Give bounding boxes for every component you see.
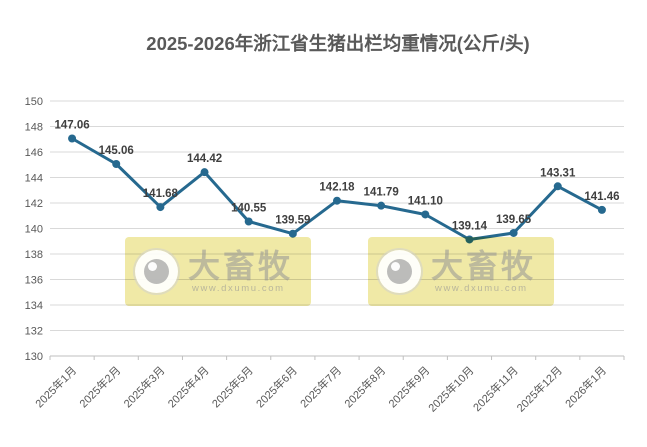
data-point-marker	[597, 205, 606, 214]
y-tick-label: 144	[25, 173, 43, 185]
data-point-marker	[288, 229, 297, 238]
y-tick-label: 148	[25, 122, 43, 134]
data-label: 141.10	[408, 195, 443, 207]
x-axis	[49, 355, 625, 360]
data-label: 139.14	[452, 220, 488, 232]
watermark-badge: 大畜牧 www.dxumu.com	[125, 237, 311, 306]
y-tick-label: 150	[25, 96, 43, 108]
data-label: 145.06	[99, 145, 134, 157]
data-label: 139.59	[275, 215, 310, 227]
data-point-marker	[333, 196, 341, 205]
y-tick-label: 138	[25, 249, 43, 261]
x-axis-labels: 2025年1月2025年2月2025年3月2025年4月2025年5月2025年…	[32, 363, 609, 414]
x-tick-label: 2025年4月	[165, 363, 212, 410]
y-tick-label: 140	[25, 224, 43, 236]
x-tick-label: 2025年9月	[385, 363, 432, 410]
data-label: 143.31	[540, 167, 576, 179]
data-label: 141.79	[364, 187, 399, 199]
data-point-marker	[421, 210, 430, 219]
data-label: 144.42	[187, 153, 222, 165]
data-point-marker	[200, 168, 209, 177]
x-tick-label: 2025年3月	[120, 363, 167, 410]
watermark-url: www.dxumu.com	[435, 282, 528, 294]
watermark-badge: 大畜牧 www.dxumu.com	[368, 237, 554, 306]
watermark-brand: 大畜牧	[431, 247, 537, 284]
x-tick-label: 2025年12月	[513, 363, 564, 414]
watermark-url: www.dxumu.com	[192, 282, 285, 294]
data-point-marker	[112, 159, 121, 168]
y-tick-label: 132	[25, 326, 43, 338]
x-tick-label: 2025年11月	[470, 363, 521, 414]
dxumu-logo-icon	[378, 250, 421, 293]
x-tick-label: 2025年7月	[297, 363, 344, 410]
y-tick-label: 136	[25, 275, 43, 287]
data-labels: 147.06 145.06 141.68 144.42 140.55 139.59 142.…	[54, 119, 619, 232]
x-tick-label: 2025年6月	[253, 363, 300, 410]
y-axis-labels: 130 132 134 136 138 140 142 144 146 148 150	[25, 96, 43, 363]
data-label: 141.46	[584, 191, 619, 203]
dxumu-logo-icon	[135, 250, 178, 293]
x-tick-label: 2025年10月	[425, 363, 476, 414]
y-tick-label: 134	[25, 300, 43, 312]
x-tick-label: 2025年5月	[209, 363, 256, 410]
data-point-marker	[156, 203, 165, 212]
data-point-marker	[244, 217, 253, 226]
data-point-marker	[68, 134, 77, 143]
data-label: 147.06	[54, 119, 89, 131]
gridlines	[50, 100, 624, 357]
x-tick-label: 2025年2月	[76, 363, 123, 410]
data-label: 141.68	[143, 188, 179, 200]
data-label: 139.65	[496, 214, 532, 226]
data-point-marker	[553, 182, 562, 191]
y-tick-label: 146	[25, 147, 43, 159]
y-tick-label: 142	[25, 198, 43, 210]
x-tick-label: 2025年8月	[341, 363, 388, 410]
watermark-brand: 大畜牧	[188, 247, 294, 284]
chart-title: 2025-2026年浙江省生猪出栏均重情况(公斤/头)	[146, 33, 530, 54]
y-tick-label: 130	[25, 351, 43, 363]
x-tick-label: 2025年1月	[32, 363, 79, 410]
x-tick-label: 2026年1月	[562, 363, 609, 410]
data-point-marker	[377, 201, 386, 210]
data-point-marker	[509, 228, 518, 237]
data-label: 140.55	[231, 202, 267, 214]
data-label: 142.18	[319, 182, 355, 194]
